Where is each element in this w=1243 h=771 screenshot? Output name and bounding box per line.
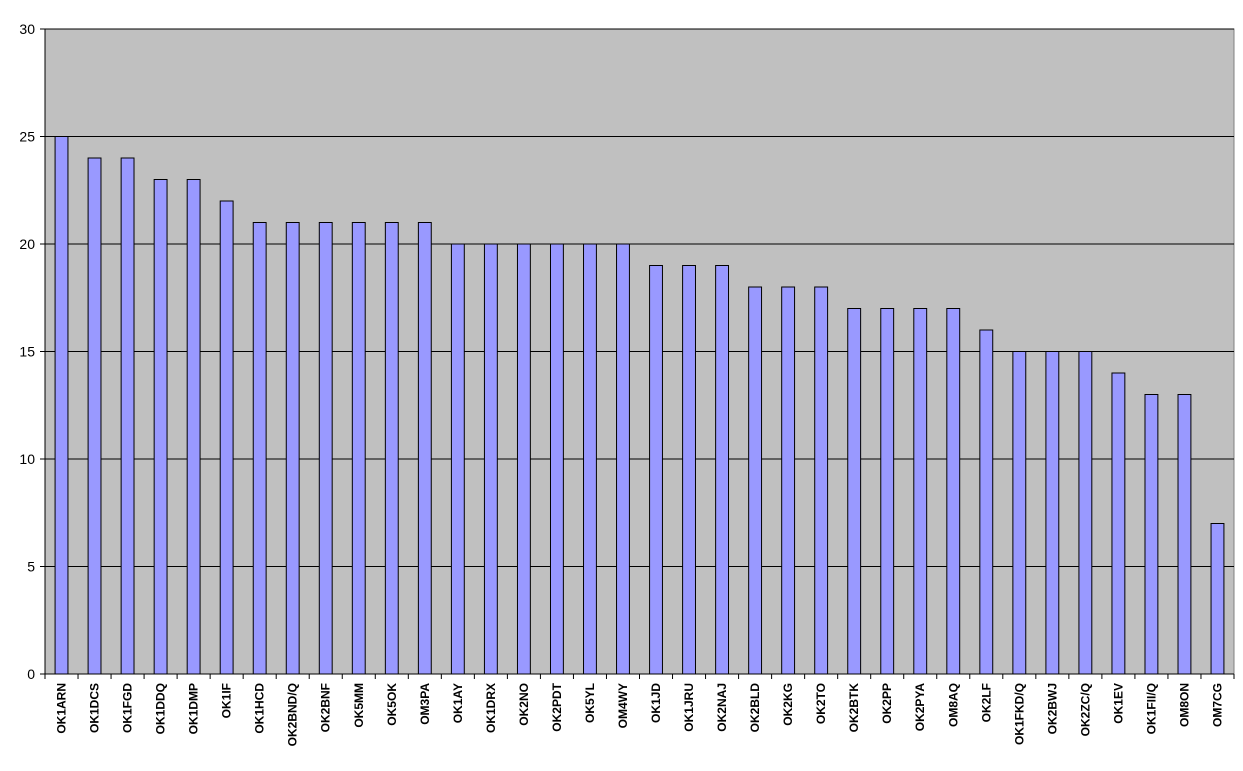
bar-ok2lf: [979, 329, 994, 675]
x-category-label: OK1HCD: [253, 683, 267, 734]
x-category-label: OK2NO: [517, 683, 531, 726]
x-category-label: OK1FGD: [121, 683, 135, 733]
bar-om7cg: [1210, 523, 1225, 675]
y-tick-label: 5: [27, 559, 35, 575]
bar-ok1jru: [682, 265, 696, 675]
x-category-label: OK2ZC/Q: [1078, 683, 1092, 736]
bar-ok1hcd: [252, 222, 267, 675]
x-category-label: OM8AQ: [946, 683, 960, 727]
y-tick-label: 0: [27, 666, 35, 682]
y-tick-label: 20: [19, 236, 35, 252]
y-axis: 0 5 10 15 20 25 30: [19, 21, 46, 682]
x-category-label: OK1DCS: [88, 683, 102, 733]
x-category-label: OK2PYA: [913, 683, 927, 732]
bar-ok2bwj: [1045, 351, 1060, 675]
bar-ok2pp: [880, 308, 895, 675]
x-category-label: OM4WY: [616, 683, 630, 728]
x-category-label: OK1FKD/Q: [1012, 683, 1026, 745]
bar-ok2pya: [913, 308, 928, 675]
x-category-label: OK2LF: [979, 683, 993, 722]
x-category-label: OM3PA: [418, 683, 432, 725]
x-category-label: OK1JRU: [682, 683, 696, 732]
x-axis: OK1ARN OK1DCS OK1FGD OK1DDQ OK1DMP OK1IF OK1HC…: [44, 673, 1235, 746]
y-tick-label: 15: [19, 344, 35, 360]
bar-ok2bnf: [318, 222, 333, 675]
bar-ok1fgd: [120, 157, 135, 675]
bar-ok2to: [814, 286, 829, 675]
bar-ok2btk: [847, 308, 862, 675]
bar-ok1fii-q: [1144, 394, 1159, 675]
bar-ok5ok: [384, 222, 399, 675]
y-tick-label: 25: [19, 129, 35, 145]
x-category-label: OK2PDT: [550, 682, 564, 731]
bar-ok1dmp: [186, 179, 201, 675]
bar-om8aq: [946, 308, 961, 675]
bar-om8on: [1177, 394, 1192, 675]
bar-ok1ay: [450, 243, 465, 675]
bar-ok2bnd-q: [285, 222, 300, 675]
bar-ok5mm: [351, 222, 366, 675]
x-category-label: OK5OK: [385, 683, 399, 726]
x-category-label: OK1JD: [649, 683, 663, 723]
x-category-label: OM7CG: [1210, 683, 1224, 727]
x-category-label: OK2BWJ: [1045, 683, 1059, 734]
x-category-label: OK2NAJ: [715, 683, 729, 732]
x-category-label: OK1DMP: [187, 683, 201, 734]
bar-ok1fkd-q: [1012, 351, 1027, 675]
bar-ok2bld: [748, 286, 763, 675]
bar-ok1ev: [1111, 372, 1126, 675]
x-category-label: OM8ON: [1177, 683, 1191, 727]
x-category-label: OK1AY: [451, 683, 465, 723]
bar-ok1arn: [54, 136, 69, 675]
x-category-label: OK1EV: [1111, 683, 1125, 724]
x-category-label: OK2TO: [814, 683, 828, 724]
x-category-label: OK1DRX: [484, 683, 498, 733]
bar-ok5yl: [583, 243, 597, 675]
x-category-label: OK1DDQ: [154, 683, 168, 734]
bar-ok2zc-q: [1078, 351, 1093, 675]
bar-ok2kg: [781, 286, 796, 675]
bar-om4wy: [616, 243, 630, 675]
bar-ok1jd: [649, 265, 663, 675]
x-category-label: OK2PP: [880, 683, 894, 724]
x-category-label: OK2BNF: [319, 683, 333, 732]
bar-ok1ddq: [153, 179, 168, 675]
y-tick-label: 10: [19, 451, 35, 467]
x-category-label: OK2KG: [781, 683, 795, 726]
x-category-label: OK2BTK: [847, 683, 861, 733]
bar-ok2naj: [715, 265, 730, 675]
x-category-label: OK1IF: [220, 683, 234, 718]
bar-ok2pdt: [549, 243, 564, 675]
y-tick-label: 30: [19, 21, 35, 37]
bar-om3pa: [417, 222, 432, 675]
x-category-label: OK1FII/Q: [1144, 683, 1158, 734]
x-category-label: OK2BND/Q: [286, 683, 300, 746]
x-category-label: OK5MM: [352, 683, 366, 728]
bar-ok1dcs: [87, 157, 102, 675]
bar-ok2no: [516, 243, 531, 675]
x-category-label: OK5YL: [583, 683, 597, 723]
x-category-label: OK1ARN: [55, 683, 69, 734]
bar-ok1if: [219, 200, 234, 675]
bar-ok1drx: [483, 243, 498, 675]
gridlines: [45, 28, 1234, 567]
x-category-label: OK2BLD: [748, 683, 762, 733]
